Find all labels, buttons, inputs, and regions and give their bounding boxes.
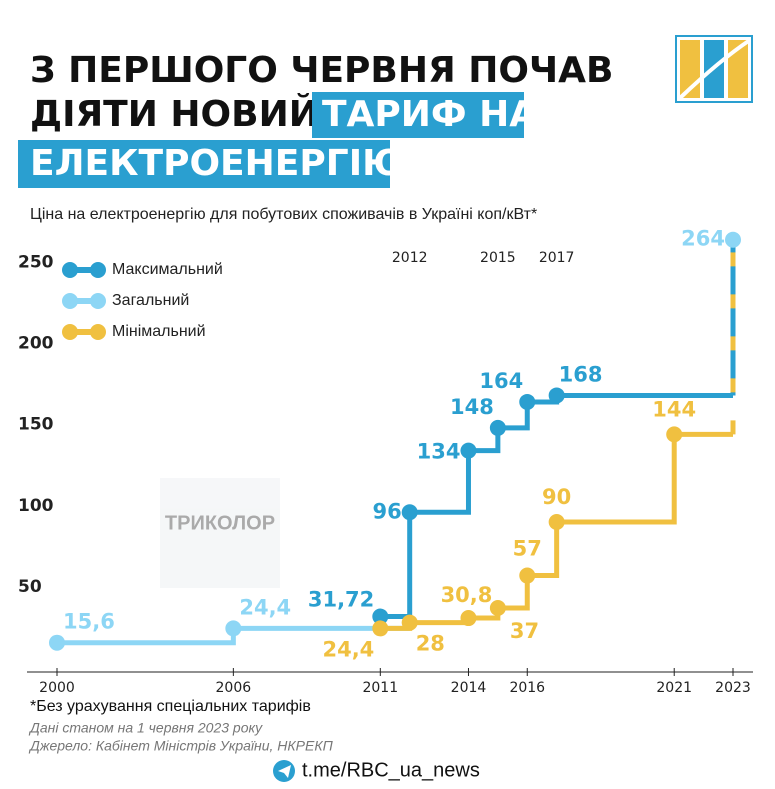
watermark: ТРИКОЛОР <box>160 478 280 588</box>
telegram-glyph <box>278 765 291 778</box>
logo <box>675 35 753 103</box>
point <box>725 231 741 248</box>
title-line: ЕЛЕКТРОЕНЕРГІЮ <box>30 143 404 184</box>
x-tick-label-top: 2012 <box>392 250 428 266</box>
point <box>489 599 506 616</box>
value-label: 134 <box>417 440 461 464</box>
legend-label: Максимальний <box>112 261 223 278</box>
value-label: 148 <box>450 395 494 419</box>
point <box>489 419 506 436</box>
watermark-text: ТРИКОЛОР <box>165 512 275 534</box>
y-tick-label: 250 <box>18 252 54 272</box>
x-tick-label-top: 2015 <box>480 250 516 266</box>
value-label: 57 <box>513 537 542 561</box>
point <box>49 634 65 651</box>
x-tick-label: 2014 <box>451 680 487 696</box>
value-label: 30,8 <box>441 583 493 607</box>
value-label: 28 <box>416 632 445 656</box>
note: Дані станом на 1 червня 2023 року <box>28 720 263 736</box>
x-tick-label: 2016 <box>509 680 545 696</box>
note: *Без урахування спеціальних тарифів <box>30 698 311 715</box>
point <box>401 504 418 521</box>
x-tick-label: 2011 <box>362 680 398 696</box>
legend-label: Мінімальний <box>112 323 206 340</box>
value-label: 90 <box>542 485 571 509</box>
value-label: 164 <box>479 369 523 393</box>
value-label: 15,6 <box>63 610 115 634</box>
legend-dot <box>62 293 78 309</box>
channel-link[interactable]: t.me/RBC_ua_news <box>302 759 480 781</box>
y-tick-label: 100 <box>18 496 54 516</box>
point <box>460 442 477 459</box>
title-line: З ПЕРШОГО ЧЕРВНЯ ПОЧАВ <box>30 50 613 91</box>
value-label: 144 <box>652 397 696 421</box>
title-highlight <box>312 92 524 138</box>
title-line: ДІЯТИ НОВИЙ <box>30 93 319 135</box>
legend-dot <box>90 324 106 340</box>
value-label: 37 <box>510 619 539 643</box>
subtitle: Ціна на електроенергію для побутових спо… <box>30 206 537 223</box>
legend-label: Загальний <box>112 292 189 309</box>
x-tick-label: 2000 <box>39 680 75 696</box>
value-label: 24,4 <box>322 637 374 661</box>
x-tick-label: 2006 <box>216 680 252 696</box>
note: Джерело: Кабінет Міністрів України, НКРЕ… <box>28 738 334 754</box>
value-label: 96 <box>372 499 401 523</box>
point <box>372 620 389 637</box>
x-tick-label: 2021 <box>656 680 692 696</box>
value-label: 264 <box>681 227 725 251</box>
point <box>666 426 683 443</box>
legend-dot <box>62 262 78 278</box>
legend-dot <box>90 262 106 278</box>
y-tick-label: 200 <box>18 334 54 354</box>
point <box>548 514 565 530</box>
legend-dot <box>90 293 106 309</box>
value-label: 24,4 <box>239 595 291 619</box>
point <box>548 387 565 404</box>
point <box>460 610 477 627</box>
plot: 50 100 150 200 250 2000 2006 2011 2014 2016 2021 20… <box>18 227 753 696</box>
value-label: 168 <box>559 362 603 386</box>
step-line <box>380 431 733 631</box>
value-label: 31,72 <box>308 588 374 612</box>
point <box>401 614 418 631</box>
point <box>519 567 536 584</box>
legend-dot <box>62 324 78 340</box>
point <box>372 608 389 625</box>
x-tick-label: 2023 <box>715 680 751 696</box>
y-tick-label: 150 <box>18 415 54 435</box>
point <box>225 620 242 637</box>
y-tick-label: 50 <box>18 577 42 597</box>
title-line: ТАРИФ НА <box>322 94 537 135</box>
title-highlight <box>18 140 390 188</box>
point <box>519 393 536 410</box>
x-tick-label-top: 2017 <box>539 250 575 266</box>
